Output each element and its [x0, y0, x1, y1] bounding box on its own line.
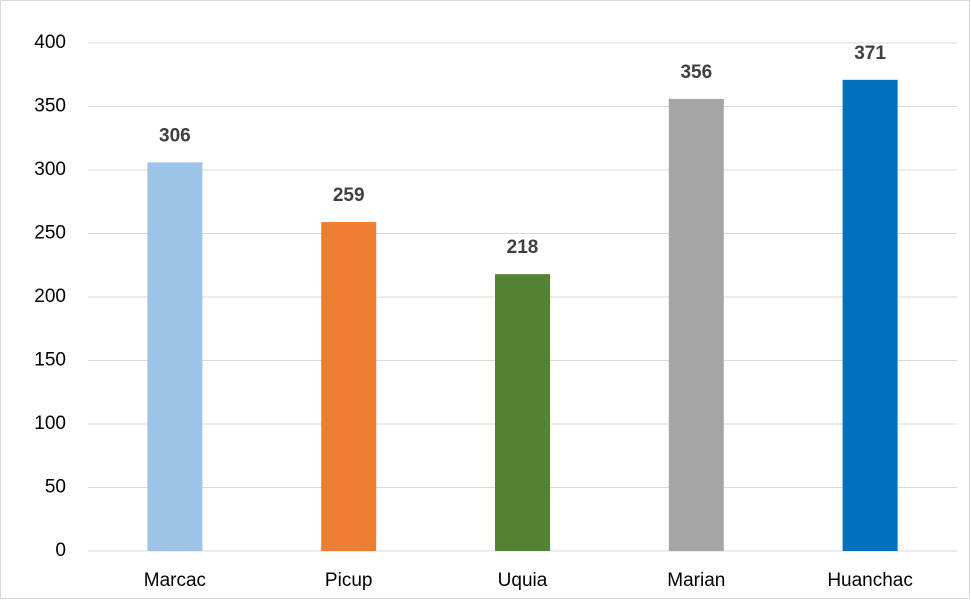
- x-tick-label: Huanchac: [827, 570, 913, 591]
- y-tick-label: 150: [34, 350, 66, 371]
- y-tick-label: 300: [34, 159, 66, 180]
- y-tick-label: 350: [34, 96, 66, 117]
- y-tick-label: 0: [55, 540, 66, 561]
- x-tick-label: Marian: [667, 570, 725, 591]
- bar: [321, 222, 377, 551]
- data-label: 356: [680, 62, 712, 83]
- y-tick-label: 50: [45, 477, 66, 498]
- bar: [668, 98, 724, 551]
- data-label: 218: [507, 237, 539, 258]
- x-tick-label: Marcac: [144, 570, 206, 591]
- x-tick-label: Picup: [325, 570, 373, 591]
- bar: [842, 79, 898, 551]
- y-tick-label: 200: [34, 286, 66, 307]
- data-label: 259: [333, 185, 365, 206]
- y-tick-label: 250: [34, 223, 66, 244]
- bar: [147, 162, 203, 551]
- bar: [495, 274, 550, 551]
- data-label: 306: [159, 125, 191, 146]
- data-label: 371: [854, 43, 886, 64]
- x-tick-label: Uquia: [498, 570, 548, 591]
- y-tick-label: 400: [34, 32, 66, 53]
- y-tick-label: 100: [34, 413, 66, 434]
